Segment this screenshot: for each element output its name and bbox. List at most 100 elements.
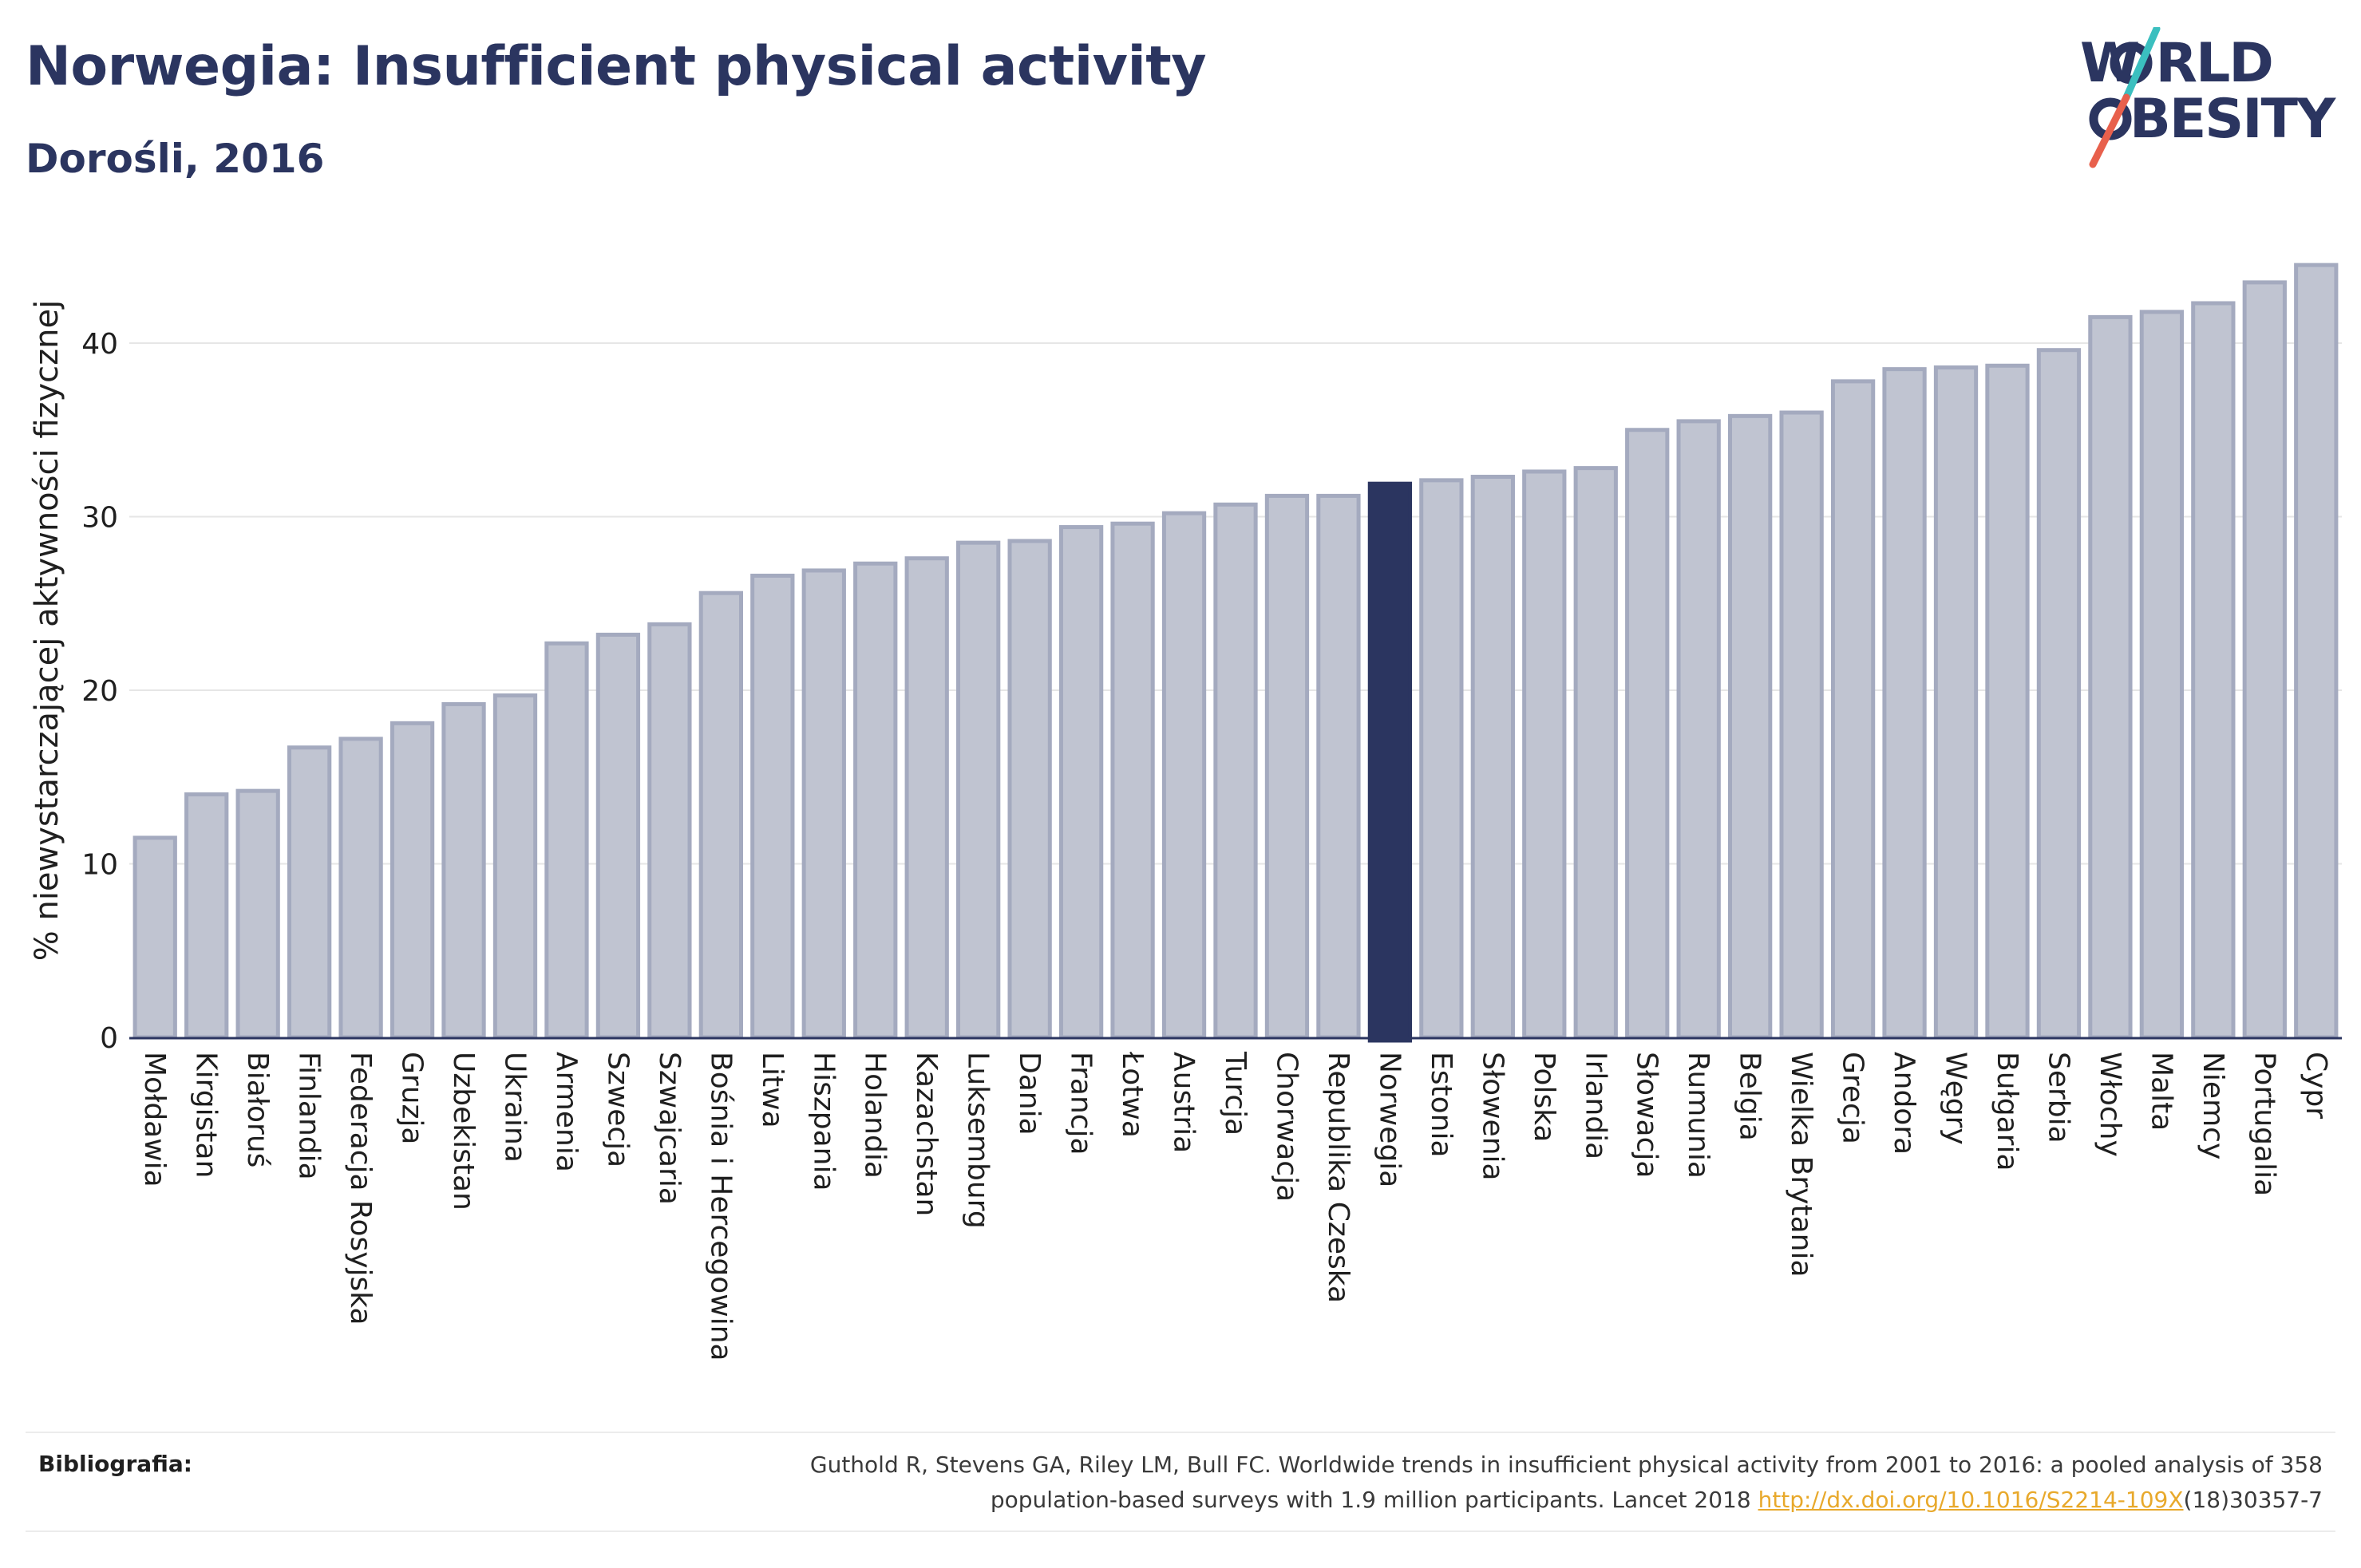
bar-holandia xyxy=(853,561,898,1040)
bar-kazachstan xyxy=(904,556,949,1040)
x-tick-label: Szwecja xyxy=(601,1052,634,1167)
bar-uzbekistan xyxy=(441,701,486,1040)
x-tick-label: Estonia xyxy=(1425,1052,1457,1158)
chart-title: Norwegia: Insufficient physical activity xyxy=(26,35,1207,98)
y-axis-title: % niewystarczającej aktywności fizycznej xyxy=(29,300,65,962)
bar-rumunia xyxy=(1676,419,1721,1040)
bar-łotwa xyxy=(1110,521,1155,1040)
x-tick-label: Irlandia xyxy=(1579,1052,1612,1159)
world-obesity-logo: W RLD BESITY xyxy=(2080,27,2338,168)
x-tick-label: Uzbekistan xyxy=(447,1052,480,1211)
logo-line-obesity: BESITY xyxy=(2130,88,2336,151)
x-tick-label: Wielka Brytania xyxy=(1785,1052,1817,1278)
bar-węgry xyxy=(1933,365,1979,1040)
bar-federacja-rosyjska xyxy=(338,737,383,1040)
bibliography-label: Bibliografia: xyxy=(38,1451,193,1477)
x-tick-label: Bośnia i Hercegowina xyxy=(704,1052,737,1361)
bar-niemcy xyxy=(2191,301,2236,1040)
x-tick-label: Łotwa xyxy=(1116,1051,1149,1138)
citation-suffix: (18)30357-7 xyxy=(2183,1487,2323,1513)
x-tick-label: Federacja Rosyjska xyxy=(344,1052,377,1325)
x-tick-label: Francja xyxy=(1065,1052,1097,1155)
bar-polska xyxy=(1522,469,1567,1040)
bar-cypr xyxy=(2294,263,2339,1040)
bibliography-citation: Guthold R, Stevens GA, Riley LM, Bull FC… xyxy=(567,1448,2323,1518)
bar-ukraina xyxy=(492,693,538,1040)
bar-norwegia xyxy=(1367,481,1413,1043)
x-tick-label: Holandia xyxy=(859,1052,892,1179)
y-tick-label: 10 xyxy=(81,849,118,882)
bar-portugalia xyxy=(2242,280,2287,1040)
citation-text: population-based surveys with 1.9 millio… xyxy=(990,1487,1758,1513)
y-tick-label: 0 xyxy=(100,1022,118,1055)
bar-litwa xyxy=(750,573,795,1040)
x-tick-label: Austria xyxy=(1168,1052,1200,1153)
bar-malta xyxy=(2139,310,2185,1040)
x-tick-label: Armenia xyxy=(550,1052,583,1172)
x-tick-label: Turcja xyxy=(1219,1051,1252,1136)
y-tick-label: 20 xyxy=(81,675,118,708)
bar-słowacja xyxy=(1625,428,1670,1040)
x-tick-label: Słowenia xyxy=(1476,1052,1509,1181)
doi-link[interactable]: http://dx.doi.org/10.1016/S2214-109X xyxy=(1758,1487,2184,1513)
bar-estonia xyxy=(1419,478,1464,1040)
bar-dania xyxy=(1007,539,1052,1040)
x-tick-label: Malta xyxy=(2145,1052,2177,1131)
x-tick-label: Białoruś xyxy=(241,1052,274,1167)
x-tick-label: Chorwacja xyxy=(1270,1052,1303,1202)
bar-bośnia-i-hercegowina xyxy=(698,590,743,1040)
bar-austria xyxy=(1161,511,1207,1040)
bar-gruzja xyxy=(390,721,435,1040)
bar-belgia xyxy=(1728,413,1773,1040)
x-tick-label: Belgia xyxy=(1734,1052,1766,1141)
bar-szwajcaria xyxy=(647,622,692,1040)
citation-line-2: population-based surveys with 1.9 millio… xyxy=(567,1483,2323,1518)
x-tick-label: Serbia xyxy=(2042,1052,2074,1143)
bar-armenia xyxy=(544,641,589,1040)
bar-włochy xyxy=(2088,314,2133,1040)
bar-grecja xyxy=(1830,379,1876,1040)
x-tick-label: Mołdawia xyxy=(138,1052,171,1187)
bar-hiszpania xyxy=(801,568,846,1040)
bar-francja xyxy=(1058,525,1104,1040)
x-tick-label: Portugalia xyxy=(2248,1052,2280,1196)
x-tick-label: Litwa xyxy=(756,1052,789,1128)
x-tick-label: Włochy xyxy=(2094,1052,2126,1157)
logo-slash-bottom xyxy=(2089,93,2130,168)
logo-slash-top xyxy=(2122,27,2161,101)
x-tick-label: Kirgistan xyxy=(190,1052,223,1178)
bar-kirgistan xyxy=(184,792,229,1040)
footer-bottom-divider xyxy=(26,1530,2335,1532)
x-tick-label: Andora xyxy=(1888,1052,1920,1155)
x-tick-label: Luksemburg xyxy=(962,1052,995,1229)
x-tick-label: Polska xyxy=(1528,1052,1560,1142)
x-tick-label: Hiszpania xyxy=(807,1052,840,1191)
bar-białoruś xyxy=(235,788,280,1040)
bar-słowenia xyxy=(1470,474,1515,1040)
x-tick-label: Dania xyxy=(1013,1052,1046,1136)
bar-chorwacja xyxy=(1264,493,1310,1040)
bar-republika-czeska xyxy=(1316,493,1361,1040)
y-tick-label: 30 xyxy=(81,502,118,535)
axis-layer: 0 10 20 30 40 Mołdawia Kirgistan Białoruś Finlan… xyxy=(81,328,2342,1361)
x-tick-label: Kazachstan xyxy=(910,1052,943,1216)
citation-line-1: Guthold R, Stevens GA, Riley LM, Bull FC… xyxy=(809,1451,2323,1478)
bar-mołdawia xyxy=(132,835,177,1040)
x-tick-label: Norwegia xyxy=(1373,1052,1406,1187)
x-tick-label: Grecja xyxy=(1837,1052,1869,1144)
x-tick-label: Rumunia xyxy=(1682,1052,1714,1179)
y-tick-label: 40 xyxy=(81,328,118,361)
bar-serbia xyxy=(2036,348,2082,1040)
bar-turcja xyxy=(1213,502,1258,1040)
bar-finlandia xyxy=(287,745,332,1040)
chart-subtitle: Dorośli, 2016 xyxy=(26,136,325,182)
x-tick-label: Republika Czeska xyxy=(1322,1052,1355,1303)
bar-irlandia xyxy=(1573,466,1618,1040)
x-tick-label: Gruzja xyxy=(396,1052,429,1144)
bar-luksemburg xyxy=(956,540,1001,1040)
x-tick-label: Niemcy xyxy=(2197,1052,2229,1159)
bar-andora xyxy=(1882,367,1927,1040)
x-tick-label: Węgry xyxy=(1940,1052,1972,1145)
bar-wielka-brytania xyxy=(1779,410,1824,1040)
x-tick-label: Szwajcaria xyxy=(653,1052,686,1205)
